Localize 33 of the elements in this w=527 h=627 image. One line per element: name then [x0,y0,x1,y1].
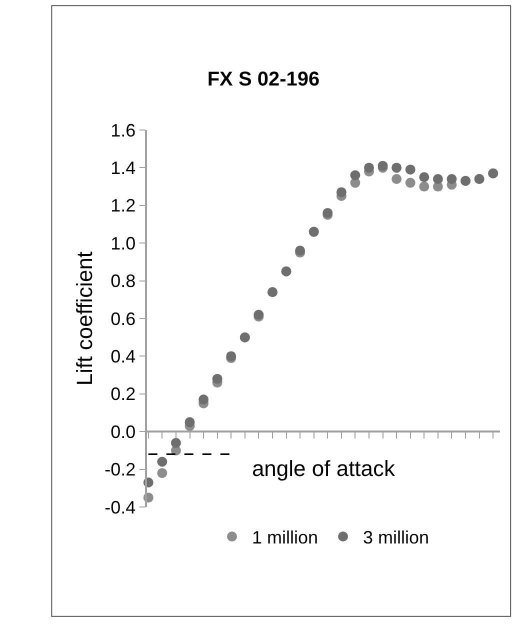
point [336,187,346,198]
y-tick-label: 1.0 [110,233,136,254]
point [419,172,430,182]
point [184,417,195,428]
point [198,394,209,405]
point [212,374,222,384]
point [405,178,416,188]
x-axis-title: angle of attack [252,456,396,481]
point [392,162,402,173]
y-tick-label: 0.2 [110,384,136,404]
y-tick-label: 1.2 [110,196,136,216]
point [157,456,168,467]
y-tick-label: 1.4 [110,158,136,178]
y-tick-label: -0.4 [104,497,136,518]
legend-label: 3 million [363,528,430,548]
point [446,174,457,184]
point [432,174,443,184]
y-tick-label: 0.4 [110,346,136,366]
y-tick-label: 1.6 [110,120,136,140]
legend-label: 1 million [252,528,318,548]
y-tick-label: 0.8 [110,271,136,292]
y-tick-label: 0.0 [110,422,136,442]
point [419,182,430,192]
point [350,170,360,180]
y-tick-label: 0.6 [110,308,136,329]
point [405,164,416,175]
point [157,468,168,478]
y-tick-label: -0.2 [104,460,136,480]
y-axis-title: Lift coefficient [72,251,97,386]
chart-title: FX S 02-196 [207,68,320,90]
point [364,162,374,173]
point [170,438,181,448]
point [392,174,402,184]
